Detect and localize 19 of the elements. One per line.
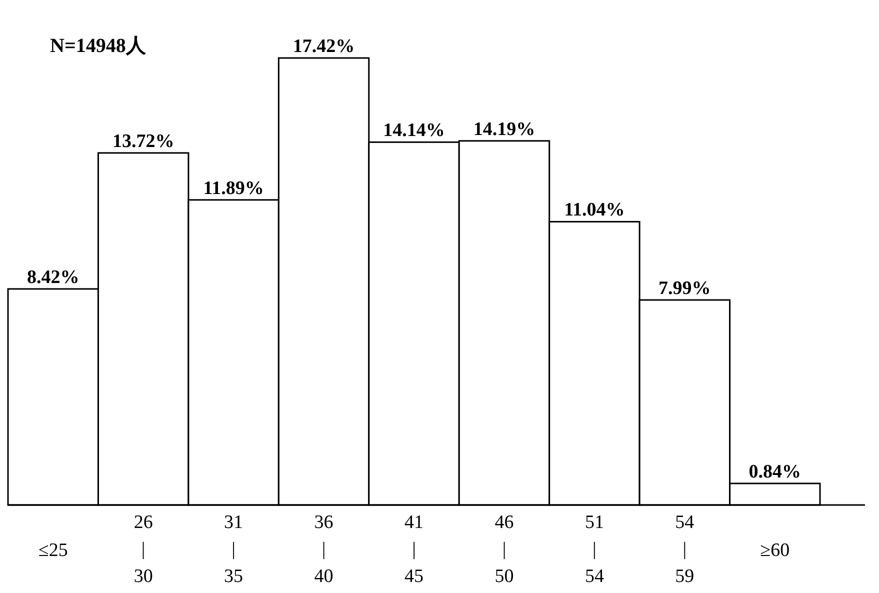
data-label: 8.42% — [26, 266, 80, 288]
x-tick-label: 36 | 40 — [314, 512, 334, 587]
data-label: 7.99% — [658, 278, 711, 299]
x-tick-label: ≤25 — [38, 540, 68, 561]
x-tick-label: 31 | 35 — [224, 512, 244, 587]
x-tick-label: 51 | 54 — [584, 512, 604, 587]
chart-title: N=14948人 — [50, 35, 147, 57]
data-label: 0.84% — [748, 461, 802, 482]
data-label: 13.72% — [112, 130, 174, 152]
x-tick-label: 26 | 30 — [134, 512, 153, 587]
x-tick-label: 46 | 50 — [494, 512, 514, 587]
x-tick-label: 41 | 45 — [404, 512, 424, 587]
data-label: 17.42% — [292, 36, 355, 57]
data-label: 14.19% — [473, 118, 536, 140]
x-tick-label: 54 | 59 — [675, 512, 695, 587]
x-tick-label: ≥60 — [760, 540, 790, 561]
data-label: 11.04% — [564, 200, 625, 221]
data-label: 11.89% — [203, 178, 264, 199]
data-label: 14.14% — [383, 120, 445, 142]
